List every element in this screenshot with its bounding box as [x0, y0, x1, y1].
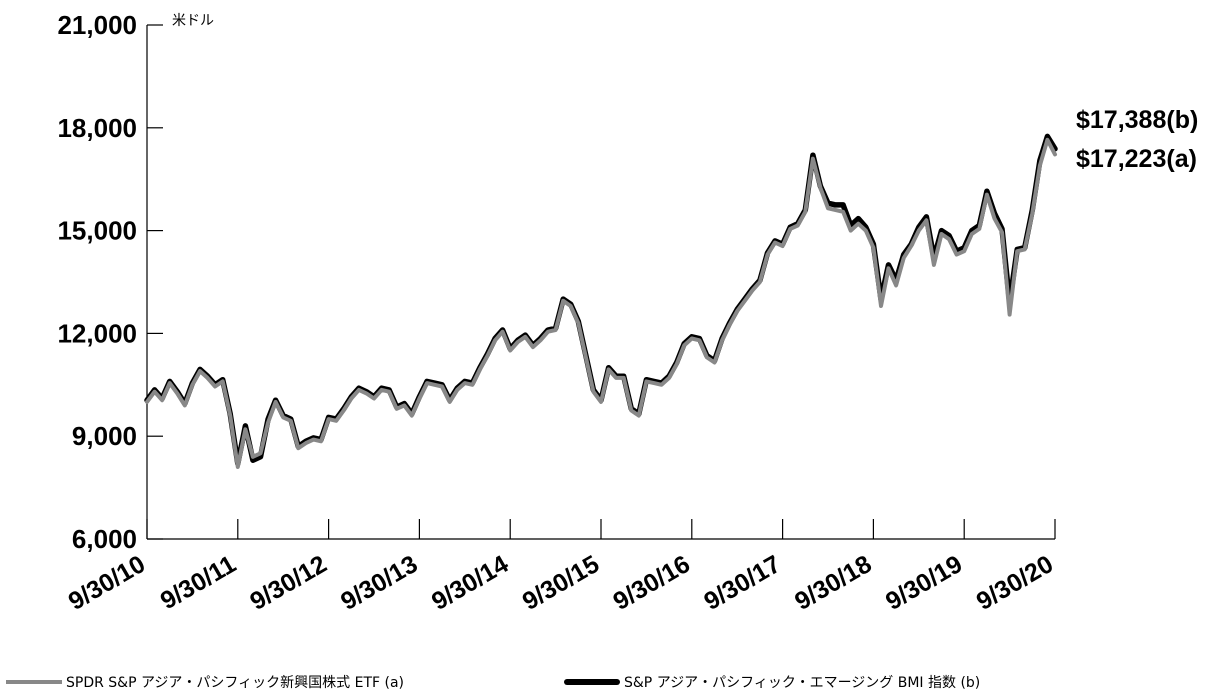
end-label-etf: $17,223(a): [1076, 145, 1197, 173]
y-axis: 6,000 9,000 12,000 15,000 18,000 21,000: [57, 10, 163, 554]
end-label-index: $17,388(b): [1076, 106, 1198, 134]
x-tick-label: 9/30/10: [64, 550, 150, 616]
legend-swatch-etf: [6, 680, 62, 684]
series-layer: [144, 133, 1058, 469]
chart: 6,000 9,000 12,000 15,000 18,000 21,000 9/30/…: [57, 10, 1198, 616]
x-tick-label: 9/30/16: [609, 550, 695, 616]
y-tick-label: 18,000: [57, 113, 137, 143]
x-tick-label: 9/30/15: [518, 550, 604, 616]
x-tick-label: 9/30/18: [790, 550, 876, 616]
y-tick-label: 21,000: [57, 10, 137, 40]
y-axis-unit-label: 米ドル: [172, 13, 214, 29]
legend-item-index: S&P アジア・パシフィック・エマージング BMI 指数 (b): [564, 672, 980, 692]
y-tick-label: 6,000: [72, 524, 137, 554]
x-tick-label: 9/30/11: [156, 550, 241, 615]
legend-item-etf: SPDR S&P アジア・パシフィック新興国株式 ETF (a): [6, 672, 404, 692]
x-tick-label: 9/30/20: [972, 550, 1058, 616]
x-tick-label: 9/30/19: [881, 550, 967, 616]
legend-label-etf: SPDR S&P アジア・パシフィック新興国株式 ETF (a): [66, 675, 404, 691]
y-tick-label: 12,000: [57, 318, 137, 348]
x-axis: 9/30/10 9/30/11 9/30/12 9/30/13 9/30/14 9/30/…: [64, 519, 1058, 616]
legend-swatch-index: [564, 679, 620, 685]
x-tick-label: 9/30/12: [245, 550, 331, 616]
x-tick-label: 9/30/14: [427, 550, 513, 616]
series-line-etf: [145, 137, 1057, 469]
x-tick-label: 9/30/13: [336, 550, 422, 616]
y-tick-label: 9,000: [72, 421, 137, 451]
end-labels: $17,388(b) $17,223(a): [1076, 106, 1198, 173]
legend-label-index: S&P アジア・パシフィック・エマージング BMI 指数 (b): [624, 675, 981, 691]
x-tick-label: 9/30/17: [699, 550, 785, 616]
y-tick-label: 15,000: [57, 216, 137, 246]
